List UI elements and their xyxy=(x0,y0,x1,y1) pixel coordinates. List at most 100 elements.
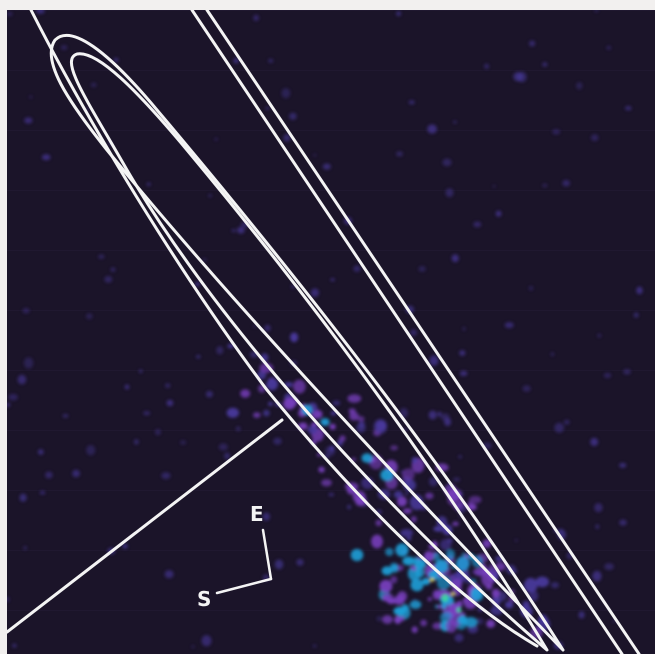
emission-blob xyxy=(408,100,415,105)
emission-blob xyxy=(104,276,113,283)
emission-blob xyxy=(208,194,212,198)
emission-blob xyxy=(146,182,151,186)
emission-blob xyxy=(461,552,466,556)
emission-blob xyxy=(467,501,473,505)
emission-blob xyxy=(441,594,449,602)
emission-blob xyxy=(594,503,603,513)
emission-blob xyxy=(36,10,45,14)
emission-blob xyxy=(428,410,437,420)
emission-blob xyxy=(458,612,466,617)
emission-blob xyxy=(453,477,461,482)
emission-blob xyxy=(395,543,409,557)
emission-blob xyxy=(455,556,470,571)
emission-blob xyxy=(504,322,514,329)
emission-blob xyxy=(312,644,317,648)
emission-blob xyxy=(227,343,234,349)
compass-south-label: S xyxy=(197,587,212,611)
emission-blob xyxy=(134,439,139,445)
emission-blob xyxy=(143,411,151,416)
emission-blob xyxy=(389,562,399,570)
emission-blob xyxy=(468,495,482,504)
emission-blob xyxy=(240,389,251,398)
emission-blob xyxy=(7,402,11,407)
emission-blob xyxy=(252,325,257,328)
emission-blob xyxy=(390,445,398,451)
emission-blob xyxy=(625,106,632,111)
emission-blob xyxy=(357,416,365,422)
emission-blob xyxy=(17,374,27,385)
emission-blob xyxy=(551,582,559,589)
emission-blob xyxy=(23,546,27,550)
emission-blob xyxy=(445,619,457,633)
emission-blob xyxy=(62,414,69,418)
emission-blob xyxy=(459,350,466,356)
emission-blob xyxy=(418,266,426,272)
emission-blob xyxy=(619,462,627,468)
emission-blob xyxy=(433,526,441,532)
emission-blob xyxy=(60,45,68,50)
emission-blob xyxy=(349,411,359,421)
emission-blob xyxy=(397,591,408,602)
emission-blob xyxy=(154,428,161,436)
emission-blob xyxy=(356,423,366,433)
emission-blob xyxy=(322,163,331,170)
emission-blob xyxy=(434,559,449,573)
emission-blob xyxy=(202,258,207,262)
emission-blob xyxy=(296,558,304,566)
emission-blob xyxy=(8,393,18,401)
emission-blob xyxy=(110,267,116,272)
emission-blob xyxy=(633,312,639,318)
emission-blob xyxy=(226,407,239,418)
emission-blob xyxy=(590,437,599,447)
emission-blob xyxy=(379,579,393,593)
emission-blob xyxy=(330,278,335,282)
emission-blob xyxy=(313,154,317,157)
emission-blob xyxy=(330,411,337,416)
emission-blob xyxy=(445,549,455,560)
emission-blob xyxy=(619,519,627,526)
emission-blob xyxy=(432,589,442,600)
emission-blob xyxy=(216,346,224,355)
emission-blob xyxy=(400,529,413,537)
emission-blob xyxy=(381,566,393,576)
emission-blob xyxy=(122,543,128,549)
emission-blob xyxy=(86,313,93,320)
emission-blob xyxy=(535,576,550,588)
emission-blob xyxy=(482,539,492,549)
emission-blob xyxy=(485,584,493,590)
emission-blob xyxy=(486,619,496,628)
emission-blob xyxy=(233,57,239,64)
emission-blob xyxy=(289,112,297,120)
emission-blob xyxy=(265,107,270,110)
emission-blob xyxy=(376,616,382,622)
compass-east-arm xyxy=(261,528,273,581)
emission-blob xyxy=(353,265,361,272)
emission-blob xyxy=(604,563,614,571)
emission-blob xyxy=(86,445,96,456)
emission-blob xyxy=(437,411,442,417)
emission-blob xyxy=(452,521,459,526)
emission-blob xyxy=(453,120,457,124)
emission-blob xyxy=(347,504,352,510)
wedge-line xyxy=(7,418,284,634)
emission-blob xyxy=(592,570,602,582)
emission-blob xyxy=(7,596,10,602)
emission-blob xyxy=(636,286,643,295)
emission-blob xyxy=(382,615,393,624)
emission-blob xyxy=(166,399,174,407)
emission-blob xyxy=(283,398,296,410)
emission-blob xyxy=(451,592,455,596)
emission-blob xyxy=(410,516,417,523)
emission-blob xyxy=(253,412,261,418)
emission-blob xyxy=(542,183,548,188)
image-frame: E S xyxy=(7,10,655,654)
emission-blob xyxy=(39,490,46,495)
emission-blob xyxy=(196,355,201,359)
emission-blob xyxy=(339,435,346,442)
emission-blob xyxy=(72,469,80,478)
emission-blob xyxy=(274,559,284,570)
emission-blob xyxy=(22,308,30,314)
emission-blob xyxy=(594,10,599,12)
emission-blob xyxy=(495,210,502,217)
emission-blob xyxy=(164,570,174,579)
